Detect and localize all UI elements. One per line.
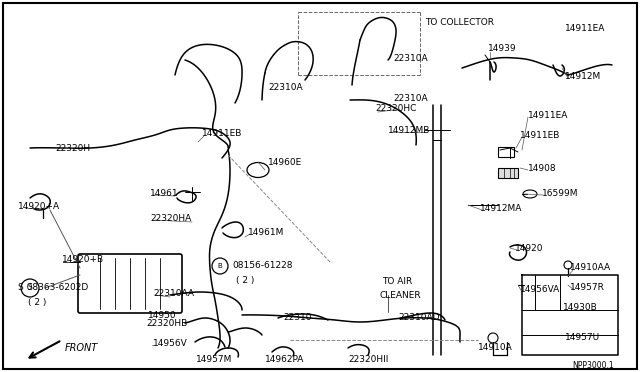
Text: 14962PA: 14962PA (265, 356, 305, 365)
Text: 14960E: 14960E (268, 157, 302, 167)
Text: 14920+B: 14920+B (62, 256, 104, 264)
Text: 22320HC: 22320HC (375, 103, 417, 112)
Text: 16599M: 16599M (542, 189, 579, 198)
Text: 14911EA: 14911EA (565, 23, 605, 32)
Text: 14961M: 14961M (248, 228, 284, 237)
Text: 08156-61228: 08156-61228 (232, 262, 292, 270)
Text: B: B (218, 263, 222, 269)
Text: TO COLLECTOR: TO COLLECTOR (425, 17, 494, 26)
Text: 14912M: 14912M (565, 71, 601, 80)
Text: 14911EA: 14911EA (528, 110, 568, 119)
Text: 14920+A: 14920+A (18, 202, 60, 211)
Text: 14939: 14939 (488, 44, 516, 52)
Text: 14957R: 14957R (570, 283, 605, 292)
Text: ( 2 ): ( 2 ) (28, 298, 46, 307)
Text: 22320HB: 22320HB (146, 318, 188, 327)
Text: ( 2 ): ( 2 ) (236, 276, 254, 285)
Text: 14950: 14950 (148, 311, 177, 320)
Text: 14910AA: 14910AA (570, 263, 611, 273)
Text: S: S (28, 283, 33, 292)
Text: FRONT: FRONT (65, 343, 99, 353)
Text: 22310: 22310 (283, 314, 312, 323)
Text: NPP3000.1: NPP3000.1 (572, 360, 614, 369)
Text: CLEANER: CLEANER (380, 292, 422, 301)
Text: 14912MA: 14912MA (480, 203, 522, 212)
Text: 14930B: 14930B (563, 304, 598, 312)
Text: TO AIR: TO AIR (382, 278, 412, 286)
Text: 14911EB: 14911EB (520, 131, 561, 140)
Bar (498, 147, 514, 157)
Text: 14910A: 14910A (478, 343, 513, 352)
Text: S 08363-6202D: S 08363-6202D (18, 283, 88, 292)
Text: 22310AA: 22310AA (153, 289, 194, 298)
Text: 14957M: 14957M (196, 356, 232, 365)
Text: 14956VA: 14956VA (520, 285, 560, 295)
Bar (498, 168, 518, 178)
Text: 14956V: 14956V (153, 339, 188, 347)
Text: 14961: 14961 (150, 189, 179, 198)
Text: 14911EB: 14911EB (202, 128, 243, 138)
Text: 14957U: 14957U (565, 333, 600, 341)
Text: 22310A: 22310A (268, 83, 303, 92)
Text: 22320HA: 22320HA (150, 214, 191, 222)
Text: 22320HII: 22320HII (348, 356, 388, 365)
Text: 14912MB: 14912MB (388, 125, 430, 135)
Text: 22310AD: 22310AD (398, 314, 440, 323)
Text: 22320H: 22320H (55, 144, 90, 153)
Text: 14920: 14920 (515, 244, 543, 253)
Text: 22310A: 22310A (393, 93, 428, 103)
Text: 14908: 14908 (528, 164, 557, 173)
Text: 22310A: 22310A (393, 54, 428, 62)
